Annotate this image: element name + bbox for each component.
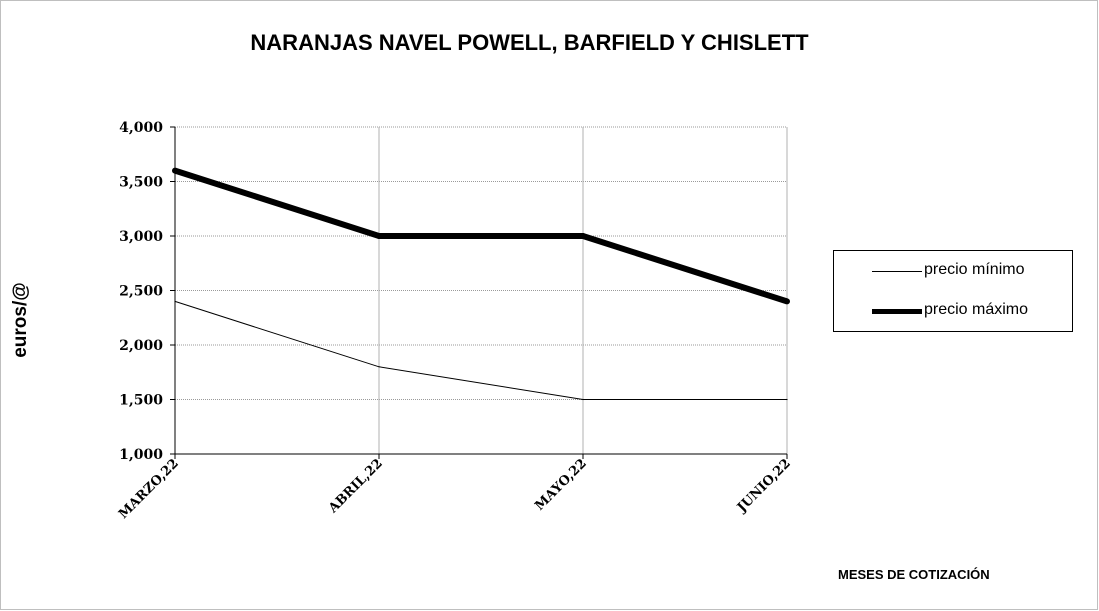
data-point-max bbox=[784, 298, 790, 305]
data-point-min bbox=[174, 300, 176, 302]
y-tick-label: 1,500 bbox=[119, 393, 163, 409]
x-tick-label: JUNIO,22 bbox=[734, 456, 794, 516]
chart-title: NARANJAS NAVEL POWELL, BARFIELD Y CHISLE… bbox=[0, 30, 1099, 56]
data-point-min bbox=[786, 398, 788, 401]
y-tick-label: 2,500 bbox=[119, 284, 163, 300]
data-point-max bbox=[172, 167, 178, 174]
data-point-max bbox=[376, 233, 382, 239]
legend: precio mínimo precio máximo bbox=[833, 250, 1073, 332]
x-tick-label: MAYO,22 bbox=[532, 456, 589, 513]
legend-swatch-max bbox=[872, 309, 922, 314]
chart-title-text: NARANJAS NAVEL POWELL, BARFIELD Y CHISLE… bbox=[250, 30, 809, 55]
x-tick-label: MARZO,22 bbox=[116, 456, 182, 522]
y-tick-label: 3,500 bbox=[119, 175, 163, 191]
series-line-min bbox=[174, 300, 787, 400]
legend-label-min: precio mínimo bbox=[924, 261, 1025, 278]
x-axis-label: MESES DE COTIZACIÓN bbox=[838, 567, 990, 582]
x-tick-label: ABRIL,22 bbox=[325, 456, 386, 517]
y-tick-label: 1,000 bbox=[119, 447, 163, 463]
y-tick-label: 3,000 bbox=[119, 229, 163, 245]
data-point-min bbox=[582, 398, 584, 401]
data-point-max bbox=[580, 233, 586, 239]
series-line-max bbox=[174, 167, 788, 305]
y-tick-label: 2,000 bbox=[119, 338, 163, 354]
legend-swatch-min bbox=[872, 271, 922, 272]
legend-label-max: precio máximo bbox=[924, 301, 1029, 318]
y-tick-label: 4,000 bbox=[119, 120, 163, 136]
data-point-min bbox=[378, 366, 380, 368]
